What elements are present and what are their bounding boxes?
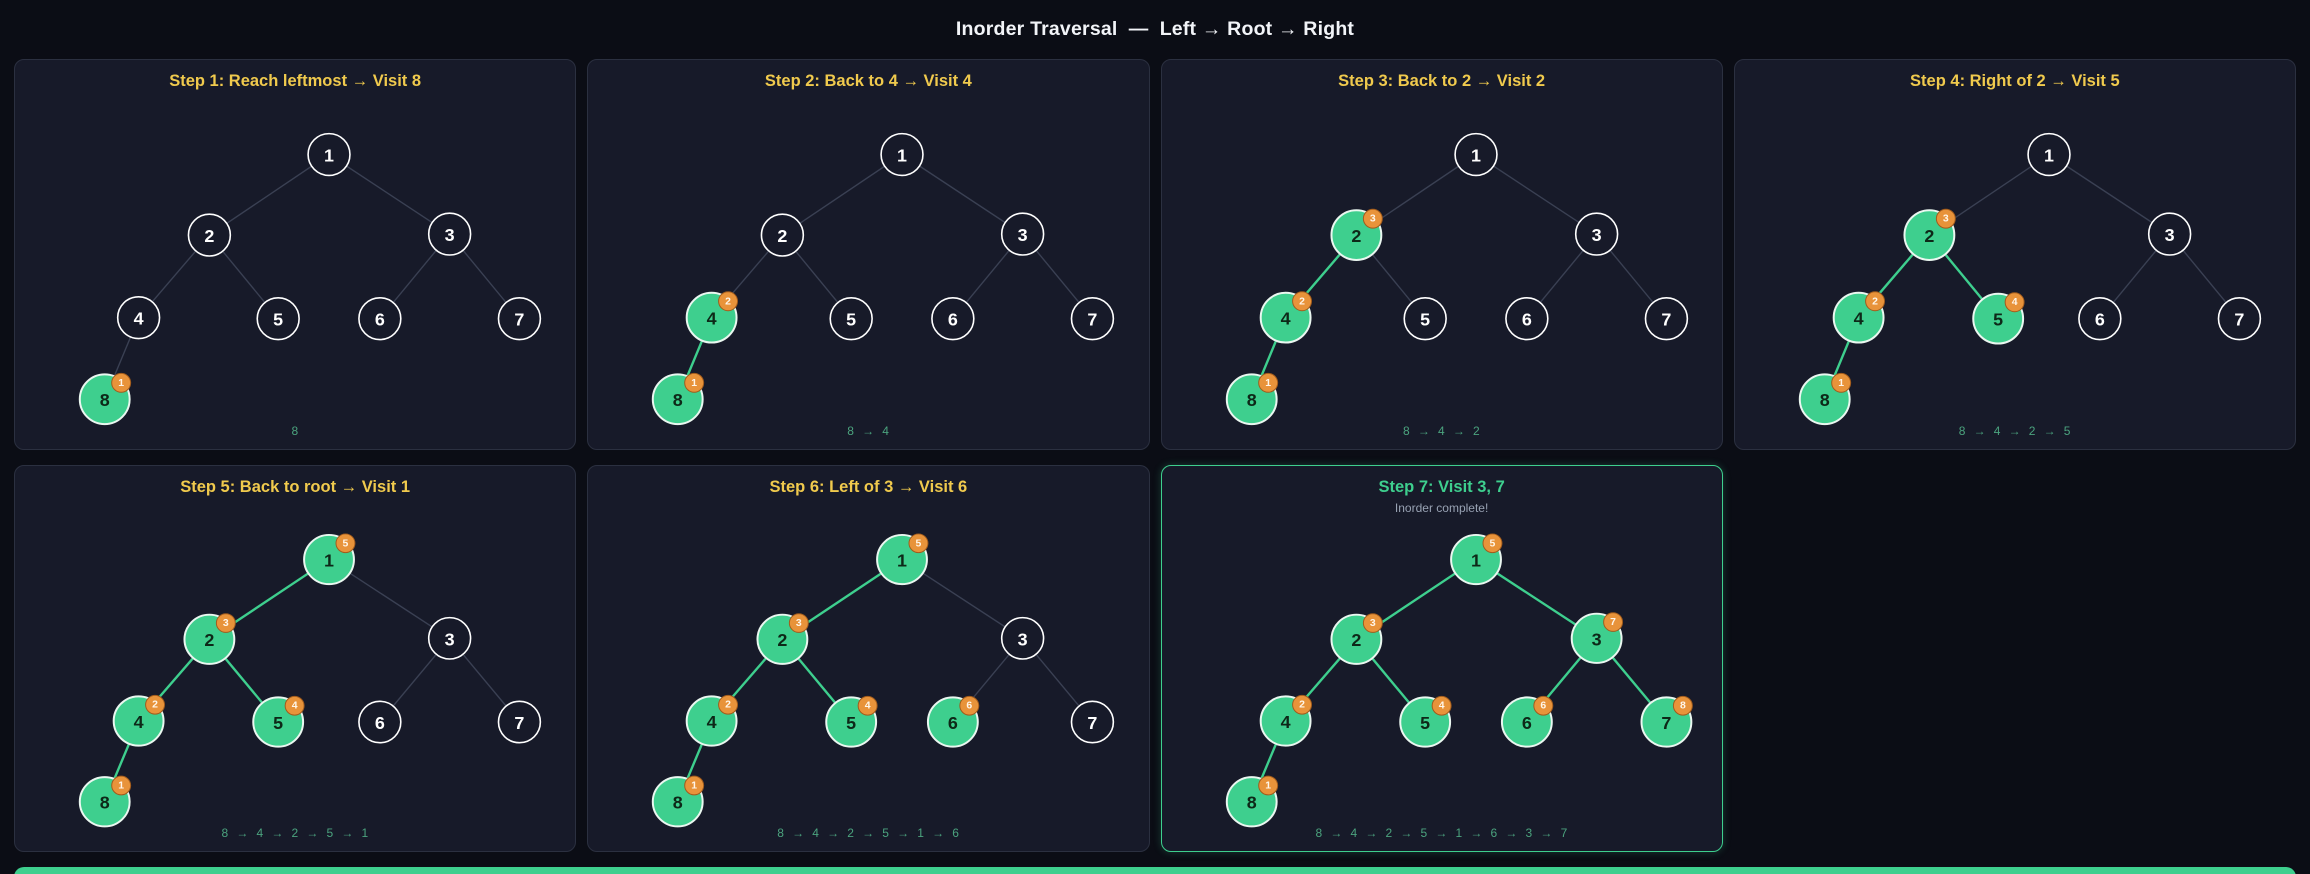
svg-text:8: 8	[673, 793, 683, 813]
svg-text:5: 5	[846, 713, 856, 733]
svg-text:3: 3	[2164, 225, 2174, 245]
svg-text:7: 7	[2234, 310, 2244, 330]
svg-text:7: 7	[1610, 617, 1616, 628]
svg-text:6: 6	[948, 713, 958, 733]
svg-text:8: 8	[1246, 390, 1256, 410]
svg-text:5: 5	[343, 538, 349, 549]
svg-text:8: 8	[100, 390, 110, 410]
svg-text:8: 8	[1679, 701, 1685, 712]
svg-text:2: 2	[1924, 226, 1934, 246]
svg-text:2: 2	[1299, 296, 1305, 307]
svg-text:4: 4	[707, 712, 717, 732]
svg-text:1: 1	[324, 146, 334, 166]
svg-text:2: 2	[725, 700, 731, 711]
svg-text:7: 7	[1088, 310, 1098, 330]
svg-text:4: 4	[134, 712, 144, 732]
svg-text:2: 2	[778, 226, 788, 246]
svg-text:3: 3	[1018, 629, 1028, 649]
svg-text:6: 6	[1540, 701, 1546, 712]
svg-text:1: 1	[1471, 146, 1481, 166]
svg-text:5: 5	[846, 310, 856, 330]
svg-text:4: 4	[2011, 297, 2017, 308]
svg-text:1: 1	[692, 378, 698, 389]
svg-text:3: 3	[445, 225, 455, 245]
svg-text:3: 3	[1369, 214, 1375, 225]
svg-text:2: 2	[1351, 630, 1361, 650]
svg-text:8: 8	[100, 793, 110, 813]
svg-text:2: 2	[1351, 226, 1361, 246]
svg-text:4: 4	[1853, 309, 1863, 329]
svg-text:5: 5	[1489, 538, 1495, 549]
svg-text:6: 6	[2095, 310, 2105, 330]
svg-text:3: 3	[1369, 618, 1375, 629]
svg-text:5: 5	[273, 310, 283, 330]
svg-text:4: 4	[1280, 712, 1290, 732]
svg-text:5: 5	[273, 713, 283, 733]
svg-text:8: 8	[1819, 390, 1829, 410]
svg-text:1: 1	[1471, 551, 1481, 571]
svg-text:6: 6	[375, 713, 385, 733]
svg-text:5: 5	[916, 538, 922, 549]
svg-text:1: 1	[897, 146, 907, 166]
svg-text:4: 4	[134, 309, 144, 329]
svg-text:3: 3	[796, 618, 802, 629]
svg-text:4: 4	[1438, 701, 1444, 712]
svg-text:3: 3	[1943, 214, 1949, 225]
svg-text:2: 2	[152, 700, 158, 711]
svg-text:1: 1	[118, 378, 124, 389]
svg-text:7: 7	[514, 713, 524, 733]
svg-text:1: 1	[1838, 378, 1844, 389]
svg-text:7: 7	[514, 310, 524, 330]
svg-text:2: 2	[1299, 700, 1305, 711]
svg-text:1: 1	[897, 551, 907, 571]
svg-text:1: 1	[692, 781, 698, 792]
svg-text:6: 6	[967, 701, 973, 712]
svg-text:2: 2	[725, 296, 731, 307]
svg-text:6: 6	[1521, 310, 1531, 330]
svg-text:8: 8	[673, 390, 683, 410]
svg-text:6: 6	[948, 310, 958, 330]
svg-text:3: 3	[445, 629, 455, 649]
svg-text:6: 6	[375, 310, 385, 330]
svg-text:2: 2	[1872, 296, 1878, 307]
svg-text:4: 4	[865, 701, 871, 712]
svg-text:2: 2	[778, 630, 788, 650]
svg-text:2: 2	[204, 226, 214, 246]
svg-text:2: 2	[204, 630, 214, 650]
svg-text:4: 4	[1280, 309, 1290, 329]
svg-text:4: 4	[707, 309, 717, 329]
svg-text:1: 1	[2044, 146, 2054, 166]
svg-text:8: 8	[1246, 793, 1256, 813]
svg-text:1: 1	[324, 551, 334, 571]
svg-text:5: 5	[1993, 310, 2003, 330]
svg-text:3: 3	[223, 618, 229, 629]
svg-text:5: 5	[1420, 310, 1430, 330]
svg-text:5: 5	[1420, 713, 1430, 733]
svg-text:1: 1	[1265, 378, 1271, 389]
svg-text:3: 3	[1591, 629, 1601, 649]
svg-text:4: 4	[292, 701, 298, 712]
svg-text:3: 3	[1018, 225, 1028, 245]
svg-text:7: 7	[1661, 713, 1671, 733]
svg-text:1: 1	[1265, 781, 1271, 792]
svg-text:1: 1	[118, 781, 124, 792]
svg-text:6: 6	[1521, 713, 1531, 733]
svg-text:7: 7	[1661, 310, 1671, 330]
svg-text:3: 3	[1591, 225, 1601, 245]
svg-text:7: 7	[1088, 713, 1098, 733]
